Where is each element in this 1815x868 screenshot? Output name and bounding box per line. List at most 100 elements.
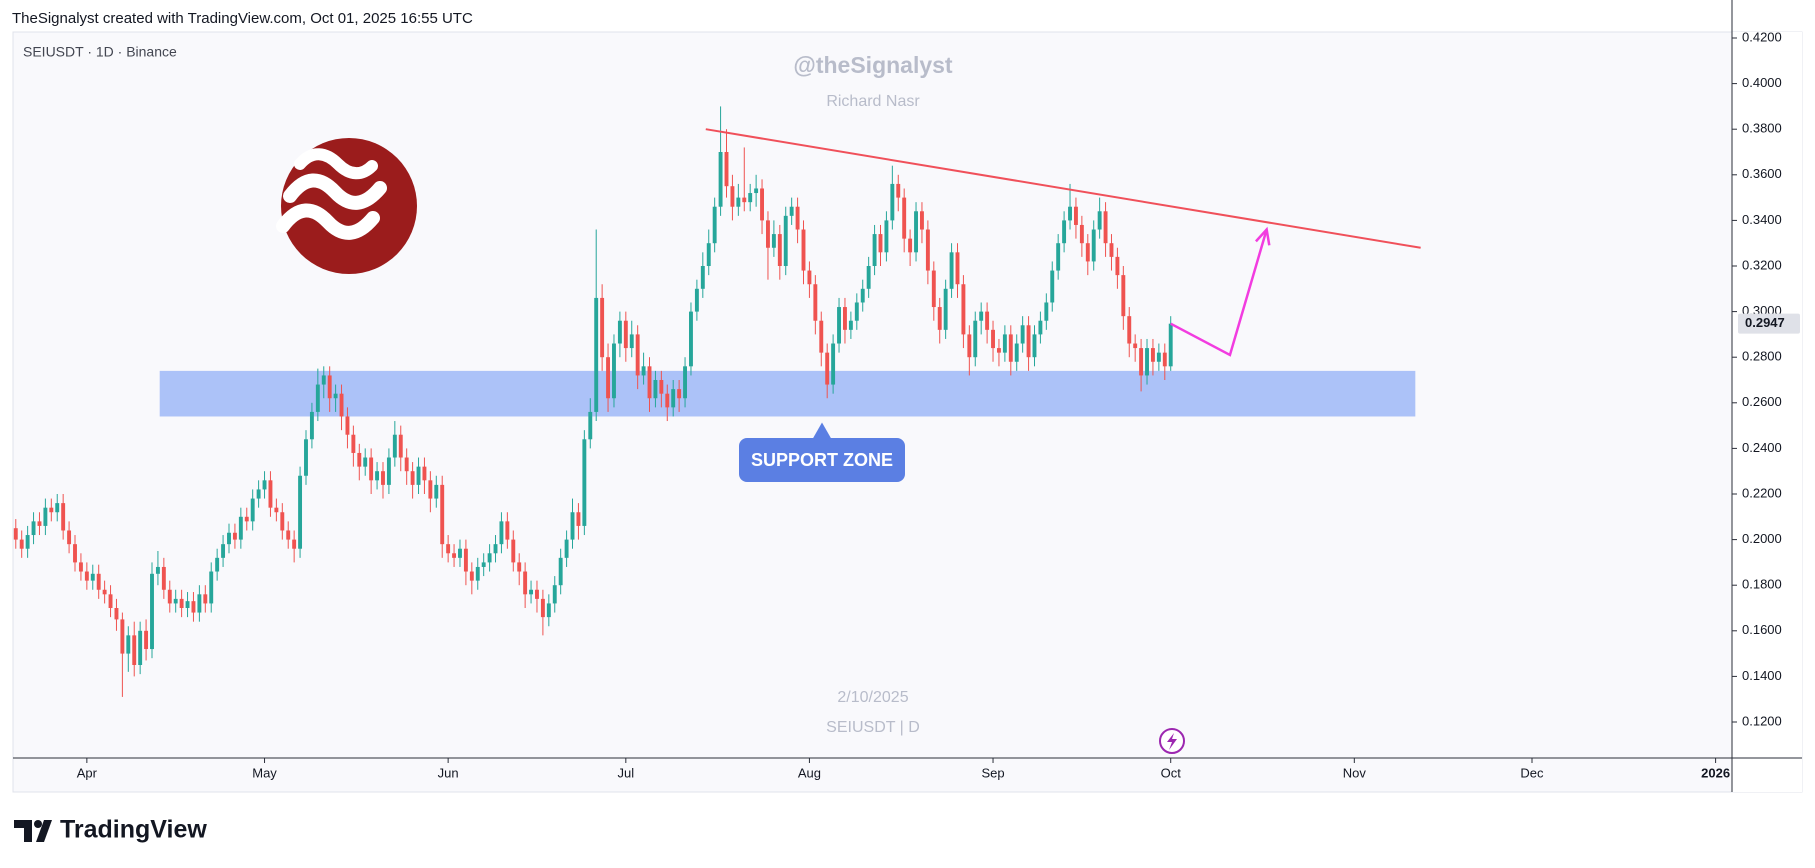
candle-body — [754, 188, 759, 194]
x-tick-label: Jul — [618, 765, 635, 780]
candle-body — [446, 544, 451, 554]
x-tick-label: Jun — [438, 765, 459, 780]
candle-body — [529, 589, 534, 595]
candle-body — [1056, 243, 1061, 271]
candle-body — [1008, 334, 1013, 362]
candle-body — [694, 288, 699, 312]
candle-body — [955, 252, 960, 285]
candle-body — [884, 220, 889, 253]
candle-body — [1073, 206, 1078, 225]
candle-body — [996, 348, 1001, 353]
candle-body — [55, 503, 60, 513]
candle-body — [866, 266, 871, 289]
candle-body — [487, 553, 492, 563]
candle-body — [641, 366, 646, 376]
candle-body — [209, 571, 214, 604]
y-tick-label: 0.3200 — [1742, 257, 1782, 272]
candle-body — [736, 197, 741, 207]
candle-body — [914, 211, 918, 253]
candle-body — [458, 548, 462, 558]
y-tick-label: 0.1800 — [1742, 577, 1782, 592]
candle-body — [292, 539, 297, 549]
candle-body — [1103, 211, 1108, 244]
candle-body — [1150, 348, 1155, 362]
candle-body — [535, 589, 539, 599]
candle-body — [1014, 343, 1019, 362]
candle-body — [274, 507, 279, 513]
candle-body — [582, 439, 587, 526]
candle-body — [517, 562, 522, 572]
y-tick-label: 0.4000 — [1742, 75, 1782, 90]
candle-body — [890, 183, 895, 221]
candle-body — [440, 484, 445, 545]
candle-body — [398, 434, 403, 458]
y-tick-label: 0.3600 — [1742, 166, 1782, 181]
candle-body — [345, 416, 350, 435]
candle-body — [499, 521, 504, 545]
candle-body — [120, 619, 125, 654]
candle-body — [854, 302, 859, 321]
candle-body — [185, 601, 190, 608]
candle-body — [523, 571, 528, 595]
candle-body — [1097, 211, 1102, 230]
candle-body — [860, 288, 865, 303]
event-icon[interactable] — [1159, 728, 1185, 754]
candle-body — [84, 571, 89, 581]
candle-body — [73, 544, 77, 563]
candle-body — [552, 585, 557, 604]
candle-body — [979, 311, 984, 321]
sei-logo — [276, 138, 417, 274]
candle-body — [203, 594, 208, 604]
support-label-box — [739, 438, 905, 482]
candle-body — [606, 357, 611, 399]
last-price-box — [1738, 313, 1800, 334]
watermark-date: 2/10/2025 — [837, 689, 908, 706]
candle-body — [576, 512, 581, 526]
y-tick-label: 0.2600 — [1742, 394, 1782, 409]
candle-body — [227, 532, 231, 545]
candle-body — [742, 197, 747, 203]
candle-body — [771, 234, 776, 248]
header-credit: TheSignalyst created with TradingView.co… — [12, 10, 473, 27]
candle-body — [748, 193, 753, 203]
candle-body — [825, 352, 830, 385]
candle-body — [659, 380, 664, 394]
candle-body — [144, 630, 149, 650]
candle-body — [369, 457, 374, 481]
candle-body — [931, 270, 936, 308]
candle-body — [363, 457, 368, 467]
candle-body — [706, 243, 711, 266]
candle-body — [925, 229, 930, 271]
candle-body — [677, 389, 682, 399]
candle-body — [13, 528, 18, 540]
candle-body — [635, 334, 640, 376]
candle-body — [730, 186, 735, 207]
candle-body — [783, 215, 788, 266]
y-tick-label: 0.2200 — [1742, 485, 1782, 500]
candle-body — [973, 320, 978, 358]
support-zone — [159, 370, 1416, 417]
candle-body — [831, 343, 836, 385]
candle-body — [416, 466, 421, 485]
candle-body — [67, 530, 72, 545]
candle-body — [315, 384, 320, 412]
y-tick-label: 0.3400 — [1742, 212, 1782, 227]
candle-body — [700, 266, 705, 289]
candle-body — [985, 311, 990, 330]
candle-body — [777, 234, 782, 266]
symbol-label: SEIUSDT · 1D · Binance — [23, 44, 177, 60]
candle-body — [1091, 229, 1096, 262]
candle-body — [1085, 243, 1090, 262]
candle-body — [410, 471, 415, 485]
candle-body — [949, 252, 954, 289]
candle-body — [801, 229, 806, 271]
candle-body — [268, 480, 273, 508]
candle-body — [333, 393, 338, 399]
x-tick-label: Sep — [981, 765, 1004, 780]
candle-body — [617, 320, 622, 344]
candle-body — [1044, 302, 1049, 321]
brand-name: TradingView — [60, 816, 207, 844]
candle-body — [612, 343, 616, 399]
